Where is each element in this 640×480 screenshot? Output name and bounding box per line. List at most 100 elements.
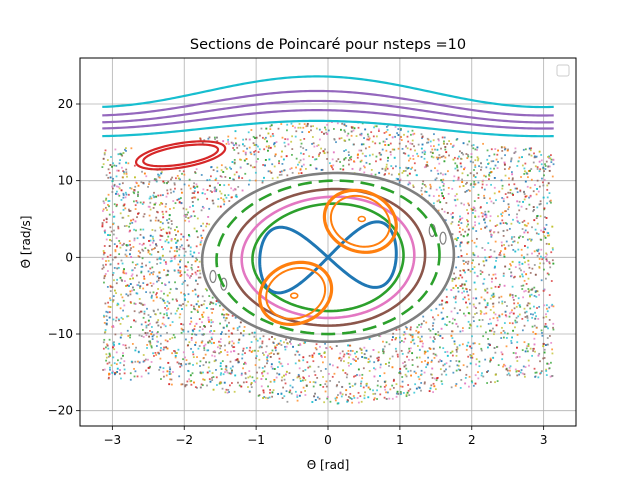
sea-point (215, 190, 218, 193)
sea-point (407, 370, 410, 373)
sea-point (193, 333, 196, 336)
sea-point (275, 141, 278, 144)
sea-point (306, 125, 309, 127)
sea-point (403, 361, 406, 363)
sea-point (454, 276, 457, 279)
sea-point (532, 210, 535, 213)
sea-point (488, 171, 491, 174)
sea-point (347, 362, 350, 364)
sea-point (479, 269, 482, 272)
sea-point (537, 233, 540, 235)
sea-point (235, 143, 238, 146)
sea-point (284, 345, 286, 348)
sea-point (470, 144, 473, 147)
sea-point (408, 159, 410, 162)
sea-point (288, 372, 291, 375)
sea-point (374, 142, 377, 145)
sea-point (296, 350, 299, 353)
sea-point (267, 149, 269, 152)
sea-point (382, 352, 385, 355)
sea-point (156, 332, 158, 335)
sea-point (528, 238, 531, 240)
sea-point (251, 331, 254, 334)
sea-point (441, 299, 444, 302)
sea-point (450, 222, 453, 225)
sea-point (118, 240, 121, 242)
sea-point (490, 171, 493, 173)
sea-point (175, 226, 178, 229)
sea-point (492, 160, 495, 163)
sea-point (204, 325, 206, 328)
sea-point (411, 166, 414, 169)
sea-point (409, 388, 412, 391)
sea-point (222, 308, 225, 311)
sea-point (513, 302, 516, 305)
sea-point (526, 231, 529, 234)
sea-point (269, 146, 272, 149)
sea-point (128, 230, 131, 233)
sea-point (175, 177, 177, 180)
sea-point (211, 191, 213, 193)
sea-point (195, 333, 198, 336)
sea-point (331, 364, 334, 367)
sea-point (219, 362, 222, 365)
sea-point (109, 366, 111, 369)
sea-point (180, 202, 183, 204)
sea-point (444, 301, 447, 304)
sea-point (193, 227, 196, 230)
sea-point (314, 381, 317, 384)
sea-point (479, 309, 482, 312)
sea-point (523, 193, 526, 195)
sea-point (241, 177, 244, 179)
sea-point (434, 178, 437, 181)
sea-point (125, 255, 128, 258)
sea-point (219, 175, 222, 178)
sea-point (541, 334, 544, 337)
sea-point (429, 183, 432, 186)
sea-point (385, 130, 388, 133)
sea-point (334, 399, 337, 402)
sea-point (538, 203, 541, 206)
sea-point (232, 178, 234, 181)
sea-point (505, 345, 508, 348)
sea-point (349, 386, 352, 388)
sea-point (347, 350, 350, 352)
sea-point (149, 316, 152, 318)
sea-point (367, 135, 370, 138)
sea-point (384, 363, 387, 365)
sea-point (509, 294, 511, 297)
sea-point (360, 132, 363, 135)
sea-point (143, 275, 145, 278)
sea-point (201, 237, 204, 239)
sea-point (139, 285, 141, 288)
sea-point (405, 326, 408, 329)
sea-point (355, 355, 357, 358)
sea-point (166, 273, 169, 276)
sea-point (310, 129, 312, 132)
sea-point (494, 240, 497, 243)
sea-point (487, 163, 490, 165)
sea-point (273, 142, 276, 145)
sea-point (512, 240, 515, 243)
sea-point (158, 368, 161, 371)
sea-point (151, 266, 154, 269)
sea-point (505, 210, 507, 213)
sea-point (491, 277, 493, 280)
sea-point (464, 190, 467, 193)
sea-point (306, 122, 309, 125)
sea-point (391, 355, 394, 358)
sea-point (469, 288, 471, 291)
sea-point (276, 372, 279, 375)
sea-point (402, 333, 405, 336)
sea-point (385, 398, 388, 400)
sea-point (369, 355, 372, 358)
sea-point (512, 276, 515, 279)
sea-point (254, 171, 257, 174)
sea-point (530, 178, 533, 181)
sea-point (404, 337, 407, 340)
sea-point (278, 162, 280, 165)
sea-point (527, 277, 530, 280)
sea-point (356, 374, 358, 376)
sea-point (155, 313, 157, 316)
sea-point (406, 135, 409, 138)
